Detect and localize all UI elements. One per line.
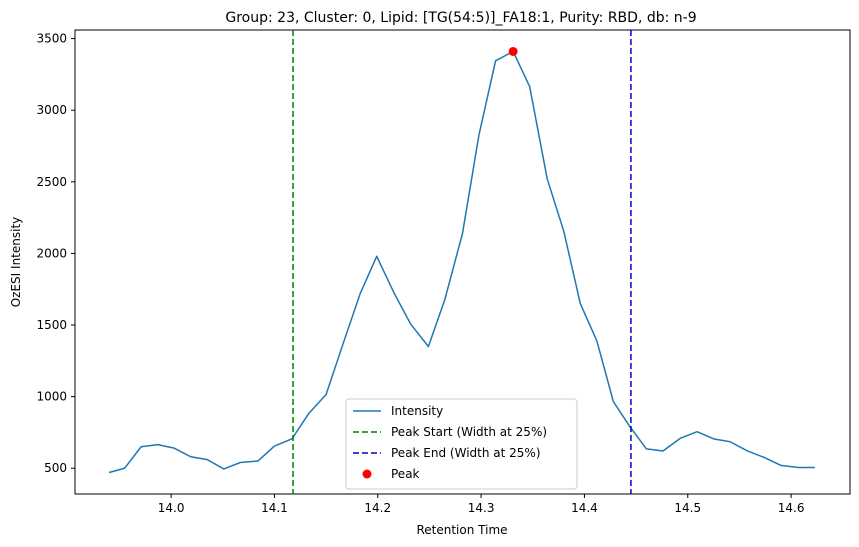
x-tick-label: 14.3: [468, 501, 495, 515]
legend-label-peak-start: Peak Start (Width at 25%): [391, 425, 547, 439]
legend: Intensity Peak Start (Width at 25%) Peak E…: [345, 398, 578, 490]
y-tick-label: 1500: [36, 318, 67, 332]
y-axis-label: OzESI Intensity: [9, 217, 23, 308]
x-tick-label: 14.4: [571, 501, 598, 515]
y-axis: 500 1000 1500 2000 2500 3000 3500: [36, 32, 75, 475]
x-tick-label: 14.0: [158, 501, 185, 515]
x-tick-label: 14.2: [364, 501, 391, 515]
x-tick-label: 14.5: [674, 501, 701, 515]
plot-area-frame: [74, 29, 851, 495]
legend-label-intensity: Intensity: [391, 404, 443, 418]
y-tick-label: 1000: [36, 390, 67, 404]
y-tick-label: 3000: [36, 103, 67, 117]
chart-title: Group: 23, Cluster: 0, Lipid: [TG(54:5)]…: [225, 10, 696, 26]
x-axis: 14.0 14.1 14.2 14.3 14.4 14.5 14.6: [158, 494, 805, 515]
y-tick-label: 2000: [36, 246, 67, 260]
legend-label-peak: Peak: [391, 467, 420, 481]
peak-marker: [508, 46, 518, 56]
plot-content: [108, 30, 815, 494]
legend-box: [345, 398, 578, 490]
y-tick-label: 2500: [36, 175, 67, 189]
y-tick-label: 3500: [36, 32, 67, 46]
legend-swatch-peak: [362, 469, 372, 479]
x-tick-label: 14.6: [778, 501, 805, 515]
series-line-intensity: [108, 50, 815, 474]
x-axis-label: Retention Time: [416, 523, 507, 537]
x-tick-label: 14.1: [261, 501, 288, 515]
legend-label-peak-end: Peak End (Width at 25%): [391, 446, 541, 460]
y-tick-label: 500: [44, 461, 67, 475]
